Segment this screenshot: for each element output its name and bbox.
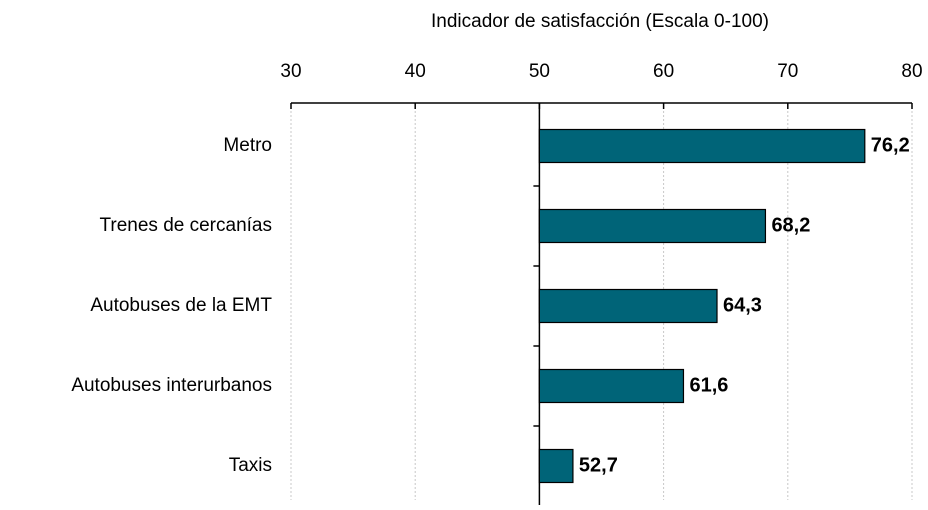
bar <box>538 288 718 324</box>
x-tick-label: 70 <box>777 61 798 82</box>
value-label: 76,2 <box>871 134 910 156</box>
x-tick-label: 60 <box>653 61 674 82</box>
value-label: 64,3 <box>723 294 762 316</box>
value-label: 52,7 <box>579 454 618 476</box>
bar <box>538 128 866 164</box>
y-tick-label: Metro <box>223 135 272 156</box>
x-tick-label: 40 <box>405 61 426 82</box>
bar <box>538 368 685 404</box>
x-tick-label: 30 <box>280 61 301 82</box>
bar <box>538 448 574 484</box>
bar <box>538 208 767 244</box>
x-tick-label: 50 <box>529 61 550 82</box>
value-label: 68,2 <box>771 214 810 236</box>
y-tick-label: Autobuses de la EMT <box>90 295 272 316</box>
x-tick-label: 80 <box>901 61 922 82</box>
y-tick-label: Taxis <box>229 455 272 476</box>
value-label: 61,6 <box>689 374 728 396</box>
y-tick-label: Autobuses interurbanos <box>71 375 272 396</box>
y-tick-label: Trenes de cercanías <box>100 215 273 236</box>
axis-title: Indicador de satisfacción (Escala 0-100) <box>431 11 769 32</box>
